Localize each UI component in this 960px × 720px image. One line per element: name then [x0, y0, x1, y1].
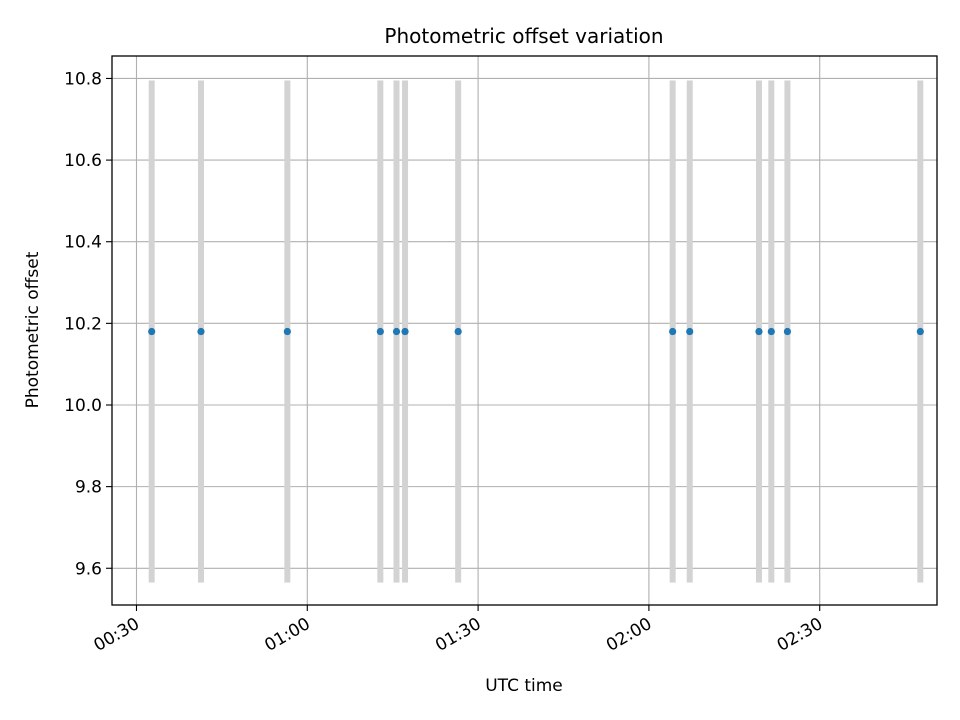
y-tick-label: 10.4 [64, 233, 102, 253]
x-axis-label: UTC time [485, 676, 563, 696]
data-point [283, 327, 291, 336]
grid [112, 56, 937, 605]
x-axis: 00:30 01:00 01:30 02:00 02:30 [91, 605, 826, 656]
x-tick-label: 00:30 [91, 614, 143, 656]
y-tick-label: 9.6 [75, 559, 102, 579]
x-tick-label: 02:30 [774, 614, 826, 656]
y-tick-label: 10.0 [64, 396, 102, 416]
data-point [783, 327, 792, 336]
data-point [767, 327, 775, 336]
data-point [916, 327, 924, 336]
data-point [148, 327, 156, 336]
y-tick-label: 10.8 [64, 69, 102, 89]
range-bars [148, 80, 924, 583]
y-axis: 9.6 9.8 10.0 10.2 10.4 10.6 10.8 [64, 69, 112, 579]
data-point [755, 327, 763, 336]
y-tick-label: 9.8 [75, 478, 102, 498]
y-tick-label: 10.6 [64, 151, 102, 171]
x-tick-label: 01:00 [261, 614, 313, 656]
y-tick-label: 10.2 [64, 314, 102, 334]
data-point [392, 327, 401, 336]
data-point [197, 327, 205, 336]
data-point [686, 327, 694, 336]
chart-title: Photometric offset variation [384, 24, 663, 48]
plot-frame [111, 55, 938, 606]
data-point [454, 327, 462, 336]
data-point [401, 327, 409, 336]
x-tick-label: 01:30 [432, 614, 484, 656]
y-axis-label: Photometric offset [23, 251, 43, 408]
data-point [376, 327, 384, 336]
data-point [669, 327, 677, 336]
x-tick-label: 02:00 [603, 614, 655, 656]
data-points [148, 327, 924, 336]
